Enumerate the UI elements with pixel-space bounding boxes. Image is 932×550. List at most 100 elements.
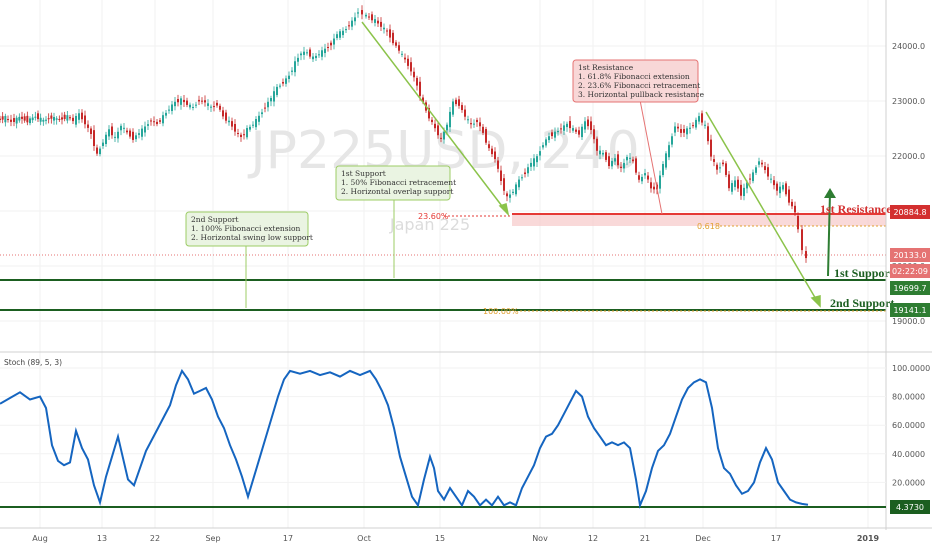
- candle-body: [515, 184, 517, 195]
- candle-body: [785, 183, 787, 195]
- resistance-note[interactable]: 1st Resistance 1. 61.8% Fibonacci extens…: [572, 59, 705, 103]
- candle-body: [55, 118, 58, 120]
- candle-body: [632, 159, 634, 162]
- candle-body: [434, 123, 436, 129]
- stoch-tick-label: 80.0000: [892, 393, 925, 402]
- candle-body: [692, 125, 694, 127]
- candle-body: [339, 31, 341, 38]
- candle-body: [797, 215, 799, 230]
- candle-body: [704, 124, 706, 126]
- candle-body: [171, 104, 173, 112]
- candle-body: [479, 122, 481, 127]
- candle-body: [222, 110, 224, 117]
- candle-body: [752, 172, 754, 182]
- candle-body: [578, 130, 580, 135]
- candle-body: [689, 127, 691, 129]
- candle-body: [743, 187, 745, 197]
- candle-body: [135, 135, 137, 140]
- candle-body: [186, 100, 188, 105]
- time-tick-label: 22: [150, 534, 160, 543]
- candle-body: [698, 116, 700, 122]
- candle-body: [575, 129, 577, 132]
- candle-body: [623, 162, 625, 169]
- candle-body: [404, 57, 406, 60]
- price-badge: [890, 303, 930, 317]
- candle-body: [26, 115, 29, 123]
- candle-body: [395, 42, 397, 46]
- candle-body: [15, 117, 18, 124]
- time-axis-ticks: Aug 13 22 Sep 17 Oct 15 Nov 12 21 Dec 17 2019: [32, 534, 879, 543]
- support1-note-line-1: 1. 50% Fibonacci retracement: [341, 178, 456, 187]
- candle-body: [524, 172, 526, 175]
- candle-body: [231, 121, 233, 127]
- price-badge: [890, 281, 930, 295]
- candle-body: [365, 14, 367, 17]
- candle-body: [614, 158, 616, 162]
- candle-body: [485, 129, 487, 143]
- candle-body: [629, 157, 631, 159]
- candle-body: [722, 162, 724, 165]
- candle-body: [536, 156, 538, 163]
- arrow-head-2: [810, 295, 821, 308]
- candle-body: [737, 179, 739, 189]
- candle-body: [509, 194, 511, 198]
- candle-body: [557, 131, 559, 133]
- candle-body: [584, 121, 586, 130]
- support1-note[interactable]: 1st Support 1. 50% Fibonacci retracement…: [335, 165, 456, 201]
- candle-body: [593, 129, 595, 140]
- candle-body: [392, 32, 394, 44]
- candle-body: [189, 104, 191, 108]
- candle-body: [599, 150, 601, 155]
- time-tick-label: Oct: [357, 534, 371, 543]
- resistance-note-line-0: 1st Resistance: [578, 63, 634, 72]
- candle-body: [608, 156, 610, 167]
- candle-body: [174, 101, 176, 107]
- candle-body: [638, 175, 640, 180]
- candle-body: [545, 139, 547, 146]
- stoch-line: [0, 368, 809, 509]
- candle-body: [264, 107, 266, 109]
- candle-body: [443, 131, 445, 140]
- candle-body: [794, 205, 796, 213]
- candle-body: [587, 119, 589, 127]
- candle-body: [177, 99, 179, 103]
- candle-body: [791, 201, 793, 207]
- candle-body: [686, 128, 688, 135]
- candle-body: [665, 153, 667, 168]
- resistance-note-line-2: 2. 23.6% Fibonacci retracement: [578, 81, 700, 90]
- candle-body: [37, 113, 39, 120]
- candle-body: [539, 151, 541, 156]
- price-badge: [890, 248, 930, 262]
- time-tick-label: Sep: [205, 534, 220, 543]
- candle-body: [327, 46, 329, 48]
- candle-body: [123, 127, 125, 129]
- candle-body: [108, 129, 110, 137]
- time-tick-label: 2019: [857, 534, 880, 543]
- candle-body: [428, 108, 430, 119]
- candle-body: [473, 123, 475, 125]
- candle-body: [47, 118, 50, 120]
- candle-body: [357, 12, 359, 14]
- candle-body: [258, 115, 260, 122]
- candle-body: [252, 124, 254, 126]
- candle-body: [776, 183, 778, 191]
- candle-body: [512, 191, 514, 193]
- candle-body: [680, 129, 682, 133]
- time-tick-label: 15: [435, 534, 445, 543]
- candle-body: [81, 112, 83, 120]
- candle-body: [207, 103, 209, 106]
- trend-arrows: [361, 21, 821, 308]
- first-support-label: 1st Support: [834, 266, 894, 280]
- candle-body: [413, 71, 415, 78]
- candle-body: [0, 118, 1, 120]
- support2-note-line-2: 2. Horizontal swing low support: [191, 233, 313, 242]
- time-tick-label: 13: [97, 534, 107, 543]
- candle-body: [249, 126, 251, 130]
- support2-note[interactable]: 2nd Support 1. 100% Fibonacci extension …: [185, 211, 313, 247]
- candle-body: [156, 121, 158, 125]
- candle-body: [521, 177, 523, 179]
- time-tick-label: 12: [588, 534, 598, 543]
- price-tick-label: 19000.0: [892, 317, 925, 326]
- candle-body: [276, 86, 278, 96]
